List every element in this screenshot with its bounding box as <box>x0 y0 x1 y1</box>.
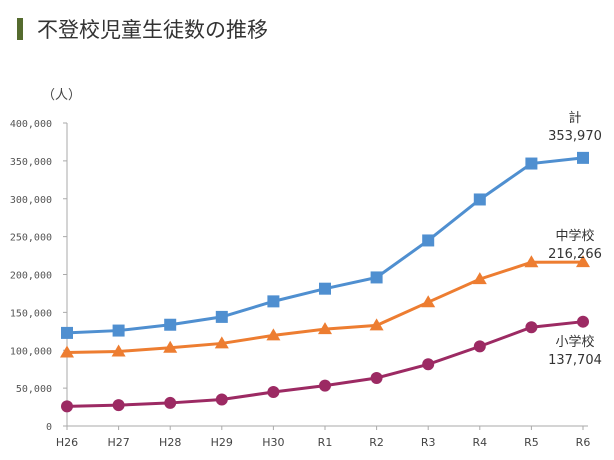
data-point-triangle <box>421 295 436 308</box>
x-tick-label: R1 <box>318 436 333 449</box>
series-final-value: 137,704 <box>548 353 602 368</box>
data-point-circle <box>370 372 383 385</box>
data-point-square <box>577 151 589 164</box>
series-end-label: 中学校 216,266 <box>540 228 610 264</box>
series-name: 計 <box>568 111 582 126</box>
x-tick-label: R6 <box>576 436 591 449</box>
data-point-triangle <box>163 340 178 353</box>
series-name: 中学校 <box>555 229 595 244</box>
series-line-1 <box>66 260 584 354</box>
chart-title: 不登校児童生徒数の推移 <box>17 14 268 44</box>
y-tick-label: 350,000 <box>10 157 52 168</box>
data-point-square <box>473 193 486 206</box>
data-point-triangle <box>576 255 590 268</box>
data-point-square <box>164 318 177 331</box>
series-line-2 <box>66 320 584 408</box>
x-tick-label: H29 <box>211 436 233 449</box>
data-point-triangle <box>318 322 332 335</box>
y-tick-label: 150,000 <box>10 308 52 319</box>
data-point-circle <box>319 379 331 392</box>
y-tick-label: 50,000 <box>16 384 52 395</box>
data-point-triangle <box>111 344 126 357</box>
x-tick-label: R4 <box>472 436 487 449</box>
x-tick-label: H27 <box>107 436 129 449</box>
x-tick-label: H30 <box>262 436 284 449</box>
y-tick-label: 200,000 <box>10 271 52 282</box>
data-point-square <box>422 234 435 247</box>
data-point-circle <box>112 399 125 412</box>
x-tick-label: H26 <box>56 436 78 449</box>
data-point-triangle <box>266 328 281 341</box>
title-text: 不登校児童生徒数の推移 <box>37 18 268 42</box>
data-point-square <box>267 295 280 308</box>
y-tick-label: 0 <box>46 422 52 433</box>
data-point-triangle <box>60 345 74 358</box>
y-tick-label: 400,000 <box>10 119 52 130</box>
data-point-square <box>319 282 331 295</box>
x-tick-label: H28 <box>159 436 181 449</box>
series-final-value: 353,970 <box>548 129 602 144</box>
series-end-label: 計 353,970 <box>540 110 610 146</box>
data-point-square <box>112 324 125 337</box>
y-tick-label: 250,000 <box>10 233 52 244</box>
x-tick-label: R2 <box>369 436 384 449</box>
series-end-label: 小学校 137,704 <box>540 334 610 370</box>
data-point-triangle <box>369 318 384 331</box>
data-point-square <box>525 157 538 170</box>
data-point-circle <box>61 400 73 413</box>
data-point-circle <box>525 321 538 334</box>
y-axis-unit: （人） <box>42 88 82 103</box>
data-point-circle <box>267 386 280 399</box>
x-tick-label: R3 <box>421 436 436 449</box>
series-line-0 <box>66 156 584 335</box>
data-point-triangle <box>214 336 229 349</box>
title-accent-bar <box>17 18 23 40</box>
y-tick-label: 300,000 <box>10 195 52 206</box>
data-point-triangle <box>472 272 487 285</box>
data-point-square <box>61 326 73 339</box>
data-point-circle <box>164 396 177 409</box>
data-point-circle <box>577 315 589 328</box>
y-tick-label: 100,000 <box>10 346 52 357</box>
data-point-triangle <box>524 255 539 268</box>
x-tick-label: R5 <box>524 436 539 449</box>
series-final-value: 216,266 <box>548 247 602 262</box>
data-point-circle <box>422 358 435 371</box>
data-point-square <box>215 310 228 323</box>
data-point-square <box>370 271 383 284</box>
data-point-circle <box>215 393 228 406</box>
data-point-circle <box>473 340 486 353</box>
series-name: 小学校 <box>555 335 595 350</box>
